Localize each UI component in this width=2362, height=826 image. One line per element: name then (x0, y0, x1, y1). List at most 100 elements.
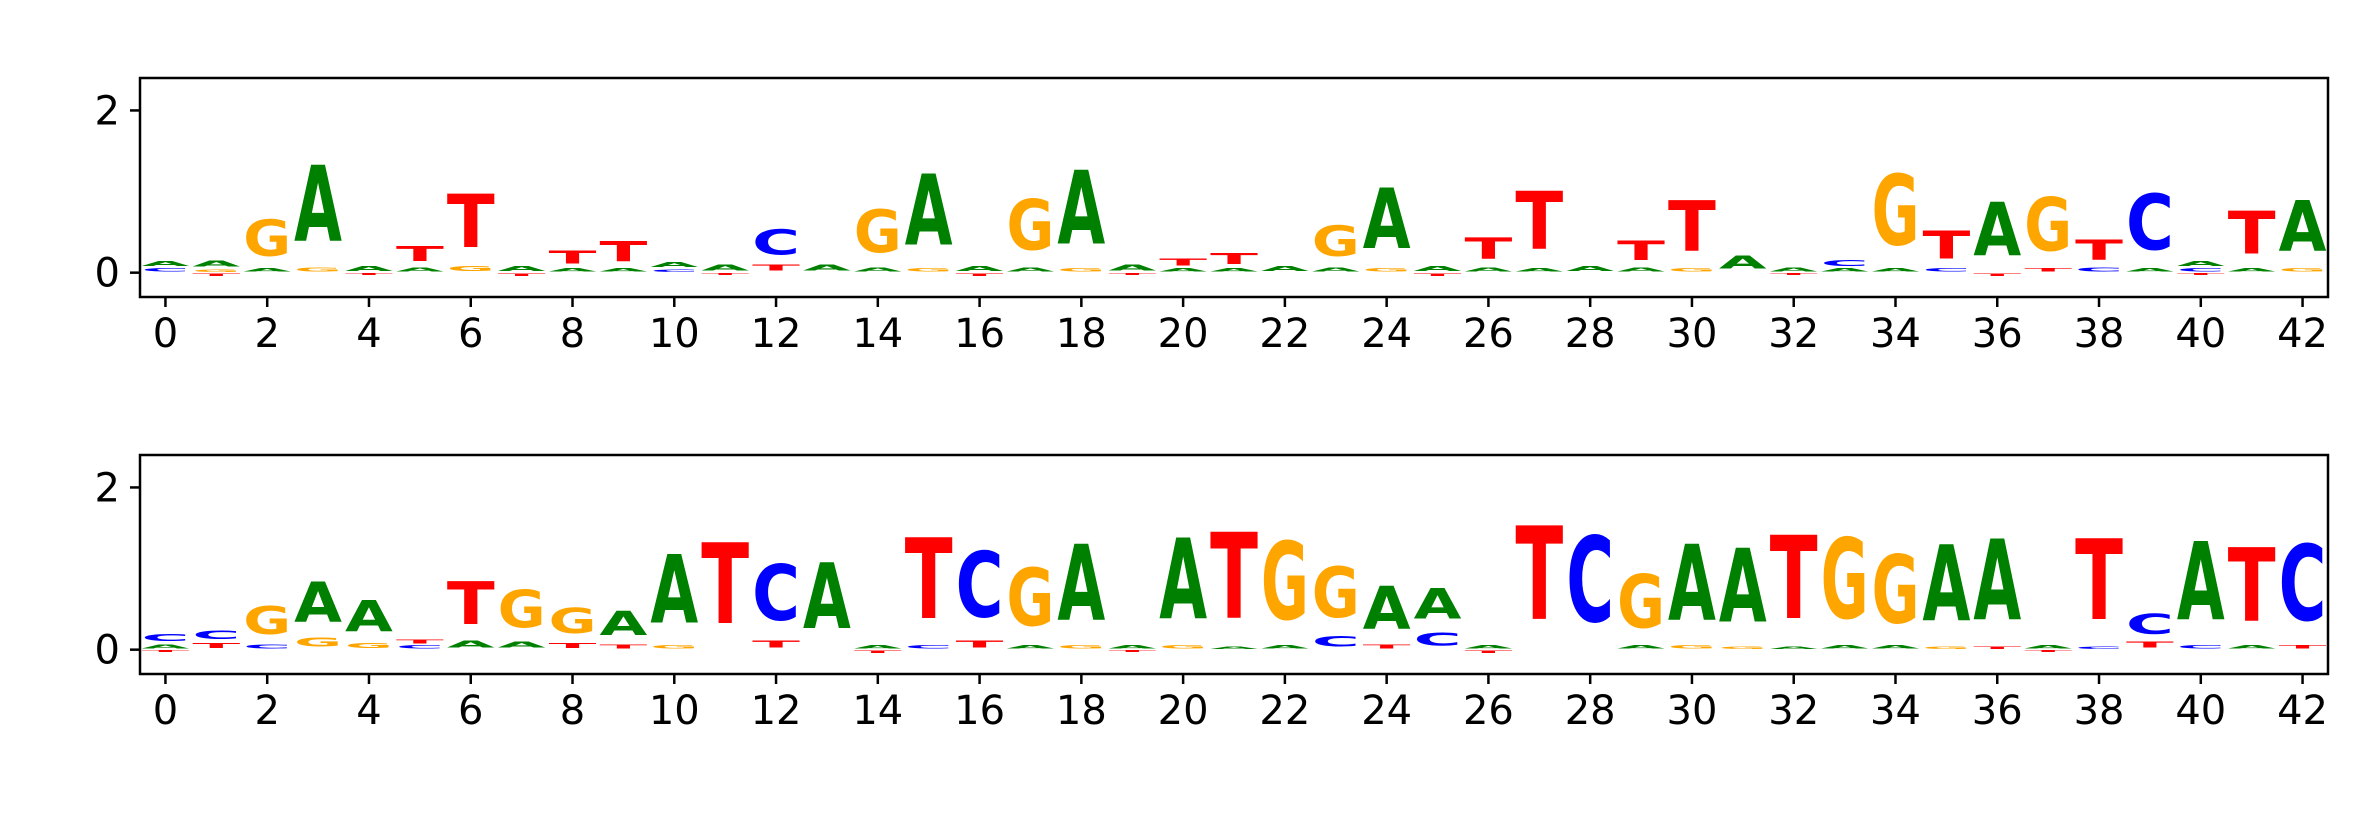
x-tick-label: 24 (1361, 688, 1412, 734)
logo-letter-A: A (956, 265, 1004, 273)
logo-letter-T: T (701, 273, 749, 276)
logo-letter-G: G (1057, 268, 1105, 273)
x-tick-label: 8 (560, 311, 585, 357)
y-tick-label: 2 (95, 465, 120, 511)
logo-letter-A: A (1770, 266, 1818, 272)
x-tick-label: 38 (2074, 688, 2125, 734)
logo-letter-T: T (854, 650, 902, 654)
x-tick-label: 38 (2074, 311, 2125, 357)
logo-letter-C: C (192, 629, 240, 642)
logo-letter-G: G (1668, 268, 1716, 273)
logo-letter-A: A (345, 592, 393, 642)
x-tick-label: 20 (1158, 311, 1209, 357)
x-tick-label: 34 (1870, 311, 1921, 357)
logo-letter-T: T (396, 242, 444, 266)
logo-letter-T: T (1515, 501, 1563, 650)
logo-letter-A: A (2177, 520, 2225, 645)
x-tick-label: 28 (1565, 688, 1616, 734)
logo-letter-G: G (1922, 646, 1970, 650)
x-tick-label: 22 (1259, 311, 1310, 357)
x-tick-label: 30 (1667, 311, 1718, 357)
logo-letter-T: T (2075, 516, 2123, 645)
logo-letter-A: A (1668, 525, 1716, 645)
logo-letter-A: A (1770, 646, 1818, 650)
logo-letter-G: G (498, 580, 546, 640)
logo-letter-A: A (1312, 266, 1360, 272)
logo-letter-T: T (1617, 236, 1665, 266)
logo-letter-A: A (142, 260, 190, 268)
logo-letter-T: T (396, 638, 444, 644)
logo-letter-G: G (2279, 268, 2327, 273)
logo-letter-G: G (1719, 646, 1767, 650)
x-tick-label: 26 (1463, 311, 1514, 357)
x-tick-label: 36 (1972, 311, 2023, 357)
logo-letter-A: A (1007, 266, 1055, 272)
logo-letter-A: A (1872, 268, 1920, 273)
y-tick-label: 0 (95, 251, 120, 297)
logo-letter-T: T (752, 263, 800, 273)
logo-letter-A: A (1617, 645, 1665, 650)
logo-letter-A: A (1261, 265, 1309, 273)
logo-letter-T: T (1210, 250, 1258, 268)
logo-letter-T: T (549, 642, 597, 650)
logo-letter-G: G (1872, 537, 1920, 645)
logo-letter-A: A (1210, 646, 1258, 650)
logo-letter-G: G (1363, 268, 1411, 273)
logo-letter-A: A (1210, 268, 1258, 273)
logo-letter-T: T (1770, 273, 1818, 276)
logo-letter-G: G (1617, 560, 1665, 645)
logo-letter-T: T (1210, 508, 1258, 645)
x-tick-label: 2 (254, 311, 279, 357)
logo-letter-A: A (498, 265, 546, 273)
x-tick-label: 6 (458, 311, 483, 357)
logo-letter-T: T (1159, 257, 1207, 268)
logo-letter-G: G (1007, 187, 1055, 267)
logo-letter-T: T (2279, 645, 2327, 650)
logo-letter-G: G (243, 210, 291, 268)
x-tick-label: 8 (560, 688, 585, 734)
x-tick-label: 4 (356, 311, 381, 357)
logo-letter-C: C (2126, 608, 2174, 640)
logo-letter-A: A (549, 268, 597, 273)
x-tick-label: 24 (1361, 311, 1412, 357)
logo-letter-A: A (1719, 252, 1767, 273)
logo-letter-G: G (294, 635, 342, 650)
logo-letter-T: T (1108, 650, 1156, 653)
logo-letter-A: A (1363, 172, 1411, 269)
logo-letter-A: A (1821, 268, 1869, 273)
logo-letter-G: G (905, 268, 953, 273)
logo-letter-A: A (1414, 581, 1462, 629)
logo-letter-A: A (854, 645, 902, 650)
x-tick-label: 16 (954, 311, 1005, 357)
x-tick-label: 10 (649, 688, 700, 734)
x-tick-label: 22 (1259, 688, 1310, 734)
logo-letter-A: A (1159, 268, 1207, 273)
logo-letter-T: T (2126, 640, 2174, 650)
logo-letter-T: T (549, 247, 597, 268)
logo-letter-A: A (1922, 526, 1970, 646)
logo-letter-C: C (1566, 514, 1614, 650)
logo-letter-G: G (2024, 183, 2072, 268)
logo-letter-C: C (2177, 268, 2225, 273)
logo-letter-A: A (803, 545, 851, 650)
logo-letter-A: A (243, 268, 291, 273)
logo-letter-A: A (1872, 645, 1920, 650)
logo-letter-T: T (447, 570, 495, 638)
x-tick-label: 12 (751, 688, 802, 734)
logo-letter-T: T (2177, 273, 2225, 276)
logo-letter-A: A (905, 155, 953, 268)
logo-letter-T: T (142, 650, 190, 653)
logo-letter-A: A (599, 604, 648, 643)
x-tick-label: 26 (1463, 688, 1514, 734)
logo-letter-T: T (1363, 643, 1411, 649)
x-tick-label: 34 (1870, 688, 1921, 734)
logo-letter-C: C (1414, 629, 1462, 650)
x-tick-label: 32 (1768, 688, 1819, 734)
logo-letter-C: C (2177, 645, 2225, 650)
logo-letter-A: A (1108, 263, 1156, 273)
logo-letter-T: T (498, 273, 546, 277)
logo-letter-G: G (1007, 553, 1055, 645)
logo-letter-A: A (2228, 645, 2276, 650)
